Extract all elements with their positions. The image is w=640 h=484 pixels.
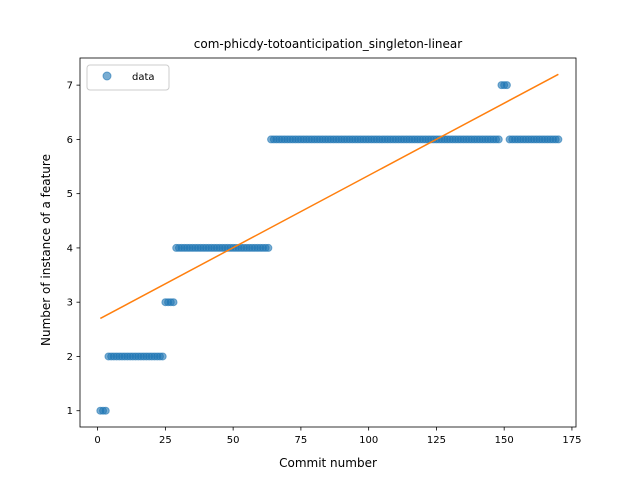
data-point: [158, 352, 167, 361]
y-tick-label: 3: [67, 298, 73, 309]
y-tick-label: 2: [67, 352, 73, 363]
y-tick-label: 4: [67, 243, 73, 254]
data-point: [101, 406, 110, 415]
data-point: [264, 243, 273, 252]
legend-marker-data: [102, 71, 112, 81]
x-tick-label: 100: [359, 435, 378, 446]
data-point: [494, 135, 503, 144]
y-tick-label: 1: [67, 406, 73, 417]
x-tick-label: 150: [495, 435, 514, 446]
x-tick-label: 175: [562, 435, 581, 446]
legend-label-data: data: [132, 72, 155, 83]
x-tick-label: 125: [427, 435, 446, 446]
y-axis-label: Number of instance of a feature: [39, 154, 53, 346]
x-tick-label: 75: [295, 435, 308, 446]
chart-title: com-phicdy-totoanticipation_singleton-li…: [194, 37, 462, 51]
data-point: [554, 135, 563, 144]
y-tick-label: 6: [67, 135, 73, 146]
legend-box: [86, 64, 170, 91]
x-tick-label: 50: [227, 435, 240, 446]
plot-frame: [79, 57, 577, 428]
fit-line: [99, 73, 559, 320]
x-tick-label: 25: [159, 435, 172, 446]
axes: 0 25 50 75 100 125 150 175 1 2 3 4 5 6 7: [67, 57, 581, 446]
x-tick-label: 0: [94, 435, 100, 446]
data-point: [502, 81, 511, 90]
y-tick-label: 7: [67, 81, 73, 92]
plot-marks: [96, 73, 563, 415]
y-tick-label: 5: [67, 189, 73, 200]
x-axis-label: Commit number: [279, 456, 377, 470]
data-point: [169, 298, 178, 307]
legend: data: [86, 64, 170, 91]
